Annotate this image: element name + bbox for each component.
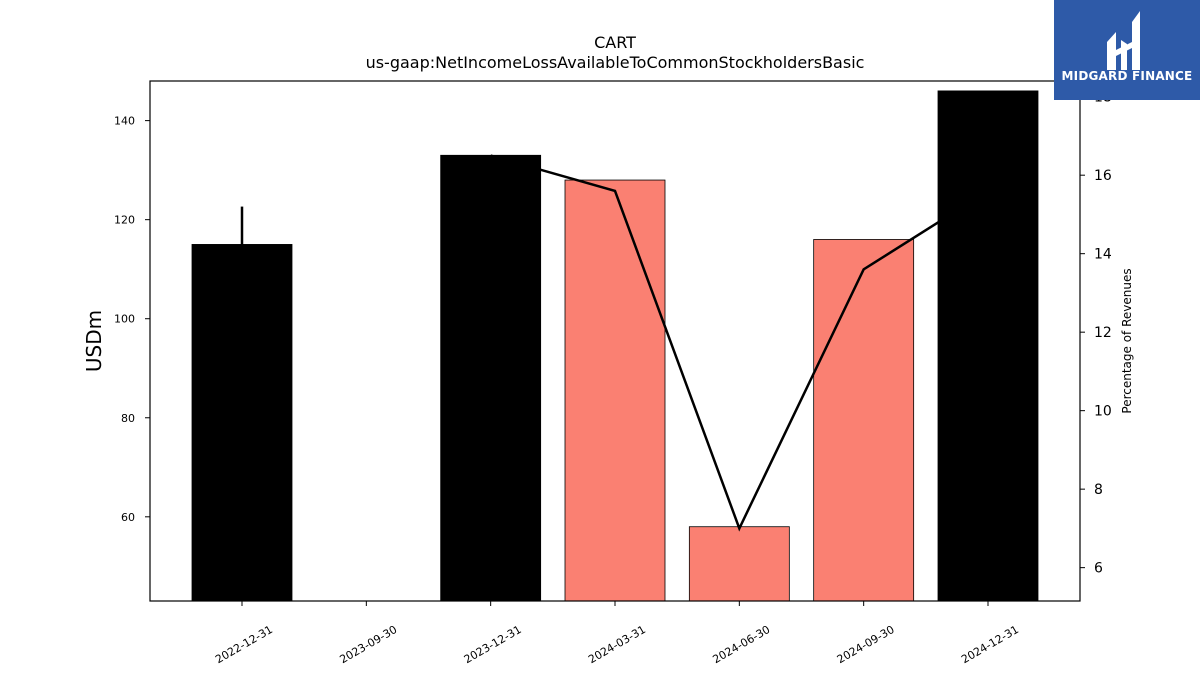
y-axis-left: 60 80 100 120 140 xyxy=(114,115,150,524)
y2-tick-label: 12 xyxy=(1094,325,1112,341)
x-tick-label: 2023-09-30 xyxy=(337,623,399,666)
x-tick-label: 2023-12-31 xyxy=(462,623,524,666)
y-axis-label: USDm xyxy=(82,310,106,372)
bar-2024-09-30 xyxy=(813,239,915,602)
x-tick-label: 2024-12-31 xyxy=(959,623,1021,666)
y-axis-right: 681012141618 xyxy=(1080,90,1112,577)
x-axis: 2022-12-31 2023-09-30 2023-12-31 2024-03-31… xyxy=(213,601,1021,666)
line-segment-1 xyxy=(490,154,989,532)
y-tick-label: 140 xyxy=(114,115,135,128)
y2-axis-label: Percentage of Revenues xyxy=(1120,268,1134,413)
y2-tick-label: 8 xyxy=(1094,482,1103,498)
bar-2022-12-31 xyxy=(191,244,293,602)
bar-2024-03-31 xyxy=(564,179,666,602)
chart-subtitle: us-gaap:NetIncomeLossAvailableToCommonSt… xyxy=(366,53,865,72)
y-tick-label: 80 xyxy=(121,412,135,425)
y-tick-label: 60 xyxy=(121,511,135,524)
bars-group xyxy=(191,90,1039,602)
bar-2023-12-31 xyxy=(440,154,542,602)
y2-tick-label: 14 xyxy=(1094,247,1112,263)
y-tick-label: 120 xyxy=(114,214,135,227)
bar-2024-12-31 xyxy=(937,90,1039,602)
brand-logo: MIDGARD FINANCE xyxy=(1054,0,1200,100)
y2-tick-label: 10 xyxy=(1094,404,1112,420)
x-tick-label: 2024-09-30 xyxy=(835,623,897,666)
x-tick-label: 2022-12-31 xyxy=(213,623,275,666)
y2-tick-label: 6 xyxy=(1094,561,1103,577)
logo-text: MIDGARD FINANCE xyxy=(1061,69,1193,83)
logo-mark-icon xyxy=(1107,11,1140,70)
line-group xyxy=(240,154,989,532)
y-tick-label: 100 xyxy=(114,313,135,326)
y2-tick-label: 16 xyxy=(1094,168,1112,184)
chart-title: CART xyxy=(594,33,636,52)
x-tick-label: 2024-06-30 xyxy=(710,623,772,666)
x-tick-label: 2024-03-31 xyxy=(586,623,648,666)
bar-2024-06-30 xyxy=(688,526,790,602)
